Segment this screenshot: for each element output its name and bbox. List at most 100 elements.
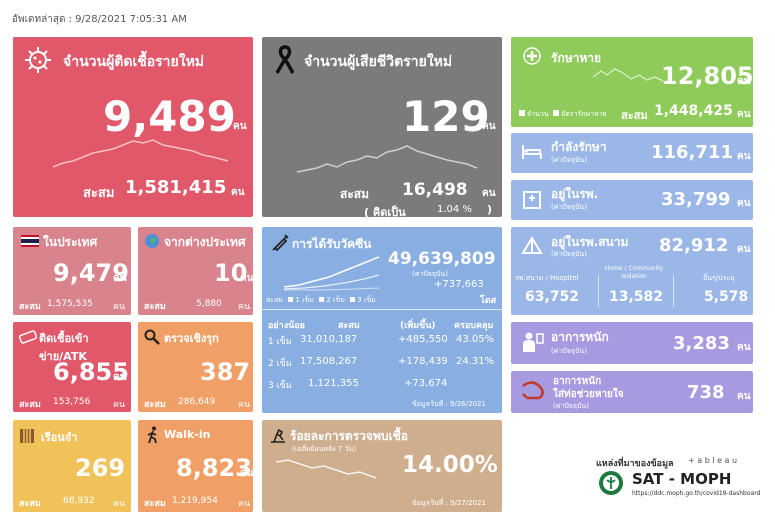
ribbon-icon	[275, 45, 295, 74]
new-deaths-title: จำนวนผู้เสียชีวิตรายใหม่	[304, 54, 453, 70]
patient-icon	[523, 332, 544, 352]
vaccine-row-total: 17,508,267	[300, 356, 358, 367]
positive-rate-trend-line	[275, 459, 377, 479]
source-url-link[interactable]: https://ddc.moph.go.th/covid19-dashboard	[632, 490, 761, 497]
vaccine-total: 49,639,809	[388, 249, 496, 269]
field-hospital-col2-label: Home / Community Isolation	[604, 265, 664, 280]
prison-total: 68,932	[63, 496, 95, 506]
prison-card: เรือนจำ 269 สะสม 68,932 คน	[13, 420, 131, 512]
moph-logo-icon	[599, 471, 623, 495]
recovered-legend-rate: อัตรารักษาหาย	[553, 109, 607, 120]
ventilator-sub: (ค่าปัจจุบัน)	[553, 402, 589, 410]
prison-total-unit: คน	[113, 499, 126, 509]
domestic-value: 9,479	[53, 259, 129, 287]
new-cases-total-unit: คน	[231, 187, 245, 198]
proactive-total-label: สะสม	[144, 400, 166, 410]
ventilator-icon	[522, 381, 544, 400]
vaccine-row-inc: +178,439	[398, 356, 448, 367]
proactive-title: ตรวจเชิงรุก	[164, 332, 219, 345]
prison-total-label: สะสม	[19, 499, 41, 509]
walkin-total: 1,219,954	[172, 496, 218, 506]
vaccine-row-cov: 24.31%	[456, 356, 495, 367]
field-hospital-title: อยู่ในรพ.สนาม	[551, 235, 629, 249]
walkin-unit: คน	[240, 468, 253, 479]
atk-unit: คน	[113, 372, 127, 383]
recovered-value: 12,805	[661, 62, 753, 90]
domestic-card: ในประเทศ 9,479 คน สะสม 1,575,535 คน	[13, 227, 131, 315]
atk-total: 153,756	[53, 397, 91, 407]
abroad-title: จากต่างประเทศ	[164, 235, 246, 249]
walkin-total-unit: คน	[238, 499, 251, 509]
vaccine-row-inc: +73,674	[404, 378, 448, 389]
atk-total-label: สะสม	[19, 400, 41, 410]
hospital-unit: คน	[737, 198, 751, 209]
medical-cross-icon	[523, 47, 541, 65]
field-hospital-unit: คน	[737, 244, 751, 255]
test-kit-icon	[18, 330, 38, 344]
severe-value: 3,283	[673, 333, 730, 354]
field-hospital-value: 82,912	[659, 235, 729, 256]
positive-rate-card: ร้อยละการตรวจพบเชื้อ (เฉลี่ยย้อนหลัง 7 ว…	[262, 420, 502, 512]
vaccine-row-dose: 3 เข็ม	[268, 381, 292, 391]
abroad-value: 10	[214, 259, 248, 287]
vaccine-header-total: สะสม	[338, 321, 360, 331]
positive-rate-title: ร้อยละการตรวจพบเชื้อ	[290, 429, 408, 443]
vaccine-increase-unit: โดส	[480, 296, 497, 306]
vaccine-card: การได้รับวัคซีน 49,639,809 (ค่าปัจจุบัน)…	[262, 227, 502, 413]
field-hospital-col2-value: 13,582	[609, 289, 664, 305]
abroad-unit: คน	[240, 273, 253, 284]
divider	[598, 275, 599, 307]
walkin-value: 8,823	[176, 454, 252, 482]
atk-card: ติดเชื้อเข้าข่าย/ATK 6,855 คน สะสม 153,7…	[13, 322, 131, 412]
new-cases-trend-line	[52, 139, 229, 168]
divider	[262, 309, 502, 310]
tableau-logo: + a b l e a u	[688, 456, 738, 465]
hospital-title: อยู่ในรพ.	[551, 187, 599, 201]
ventilator-title2: ใส่ท่อช่วยหายใจ	[553, 389, 624, 400]
treating-unit: คน	[737, 151, 751, 162]
vaccine-row-inc: +485,550	[398, 334, 448, 345]
vaccine-row-dose: 1 เข็ม	[268, 337, 292, 347]
prison-value: 269	[75, 454, 126, 482]
positive-rate-footer: ข้อมูลวันที่ : 9/27/2021	[412, 499, 486, 507]
positive-rate-value: 14.00%	[402, 452, 498, 478]
field-hospital-col1-value: 63,752	[525, 289, 580, 305]
proactive-total: 286,649	[178, 397, 216, 407]
source-brand: SAT - MOPH	[632, 470, 732, 488]
recovered-total: 1,448,425	[654, 103, 733, 119]
treating-value: 116,711	[651, 142, 733, 163]
hospital-value: 33,799	[661, 189, 731, 210]
recovered-legend-count: จำนวน	[519, 109, 549, 120]
severe-sub: (ค่าปัจจุบัน)	[551, 347, 587, 355]
atk-total-unit: คน	[113, 400, 126, 410]
syringe-icon	[272, 234, 289, 252]
hospital-card: อยู่ในรพ. (ค่าปัจจุบัน) 33,799 คน	[511, 180, 753, 220]
new-deaths-trend-line	[296, 145, 478, 173]
ventilator-card: อาการหนัก ใส่ท่อช่วยหายใจ (ค่าปัจจุบัน) …	[511, 371, 753, 413]
domestic-total-unit: คน	[113, 302, 126, 312]
vaccine-header-dose: อย่างน้อย	[268, 321, 305, 331]
new-cases-total: 1,581,415	[125, 177, 227, 198]
atk-title: ติดเชื้อเข้าข่าย/ATK	[39, 332, 89, 363]
treating-title: กำลังรักษา	[551, 140, 607, 154]
severe-title: อาการหนัก	[551, 330, 609, 344]
hospital-building-icon	[523, 191, 541, 209]
field-hospital-col3-label: อื่นๆ/ประมุ	[703, 274, 735, 282]
abroad-total-unit: คน	[238, 302, 251, 312]
vaccine-title: การได้รับวัคซีน	[292, 237, 372, 251]
field-hospital-col3-value: 5,578	[704, 289, 749, 305]
abroad-total-label: สะสม	[144, 302, 166, 312]
last-updated: อัพเดทล่าสุด : 9/28/2021 7:05:31 AM	[12, 14, 187, 25]
prison-title: เรือนจำ	[41, 431, 78, 444]
atk-value: 6,855	[53, 358, 129, 386]
globe-icon	[145, 234, 159, 248]
hospital-bed-icon	[522, 145, 542, 159]
new-deaths-total-label: สะสม	[340, 187, 370, 201]
severe-card: อาการหนัก (ค่าปัจจุบัน) 3,283 คน	[511, 322, 753, 364]
new-deaths-pct-label: ( คิดเป็น	[364, 206, 406, 217]
treating-sub: (ค่าปัจจุบัน)	[551, 156, 587, 164]
vaccine-legend: สะสม 1 เข็ม 2 เข็ม 3 เข็ม	[266, 296, 376, 304]
recovered-card: รักษาหาย 12,805 คน จำนวน อัตรารักษาหาย ส…	[511, 37, 753, 127]
proactive-total-unit: คน	[238, 400, 251, 410]
new-deaths-pct: 1.04 %	[437, 204, 472, 215]
